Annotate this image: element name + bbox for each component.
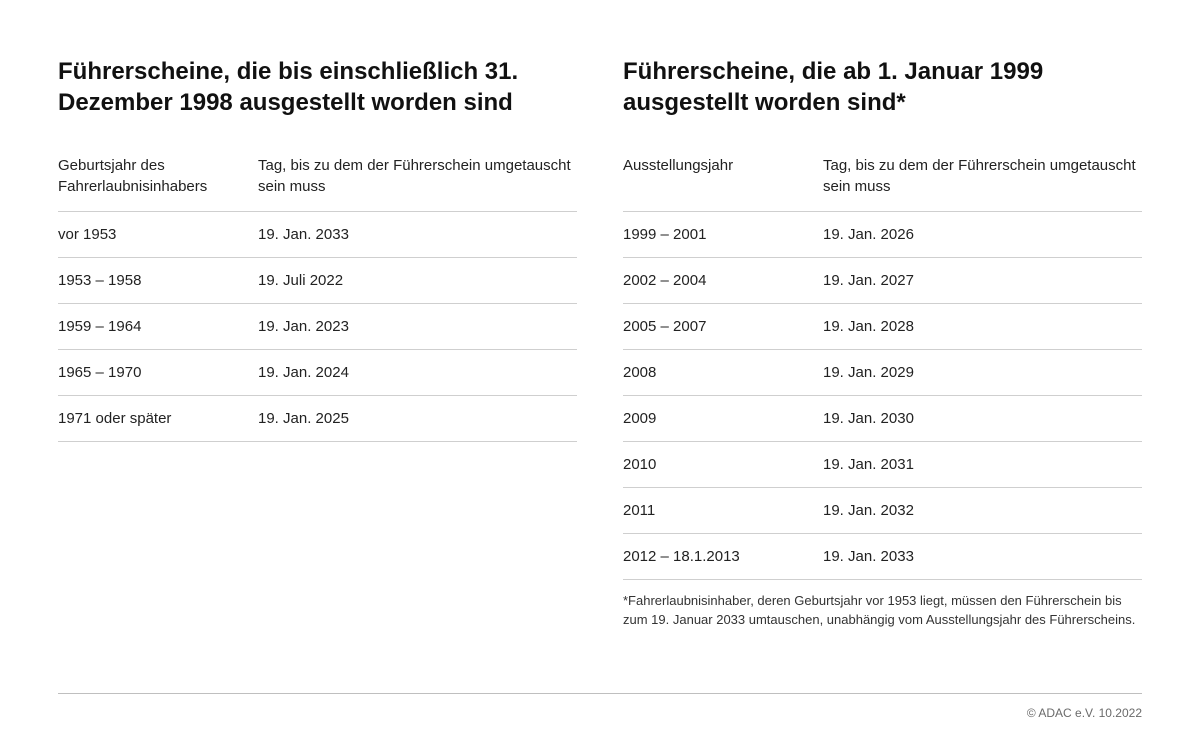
- table-row: 2008 19. Jan. 2029: [623, 350, 1142, 396]
- left-cell-b: 19. Juli 2022: [258, 272, 577, 289]
- table-row: 2011 19. Jan. 2032: [623, 488, 1142, 534]
- right-col-b-header: Tag, bis zu dem der Führerschein umgetau…: [823, 156, 1142, 197]
- copyright-text: © ADAC e.V. 10.2022: [1027, 706, 1142, 720]
- table-row: 1971 oder später 19. Jan. 2025: [58, 396, 577, 442]
- right-cell-b: 19. Jan. 2032: [823, 502, 1142, 519]
- right-cell-b: 19. Jan. 2029: [823, 364, 1142, 381]
- left-cell-a: 1959 – 1964: [58, 318, 258, 335]
- left-cell-b: 19. Jan. 2024: [258, 364, 577, 381]
- table-row: 2005 – 2007 19. Jan. 2028: [623, 304, 1142, 350]
- left-column: Führerscheine, die bis einschließlich 31…: [58, 56, 577, 630]
- left-col-a-header: Geburtsjahr des Fahrerlaubnisinhabers: [58, 156, 258, 197]
- right-cell-b: 19. Jan. 2026: [823, 226, 1142, 243]
- left-table-head: Geburtsjahr des Fahrerlaubnisinhabers Ta…: [58, 156, 577, 212]
- table-row: 2002 – 2004 19. Jan. 2027: [623, 258, 1142, 304]
- right-cell-a: 1999 – 2001: [623, 226, 823, 243]
- right-cell-b: 19. Jan. 2033: [823, 548, 1142, 565]
- right-cell-a: 2002 – 2004: [623, 272, 823, 289]
- table-row: 2012 – 18.1.2013 19. Jan. 2033: [623, 534, 1142, 580]
- right-cell-b: 19. Jan. 2028: [823, 318, 1142, 335]
- right-cell-a: 2005 – 2007: [623, 318, 823, 335]
- right-col-a-header: Ausstellungsjahr: [623, 156, 823, 197]
- left-cell-a: 1965 – 1970: [58, 364, 258, 381]
- left-cell-b: 19. Jan. 2025: [258, 410, 577, 427]
- table-row: 2009 19. Jan. 2030: [623, 396, 1142, 442]
- left-title: Führerscheine, die bis einschließlich 31…: [58, 56, 577, 118]
- table-row: 1953 – 1958 19. Juli 2022: [58, 258, 577, 304]
- left-cell-a: 1971 oder später: [58, 410, 258, 427]
- left-cell-a: vor 1953: [58, 226, 258, 243]
- right-cell-a: 2008: [623, 364, 823, 381]
- right-column: Führerscheine, die ab 1. Januar 1999 aus…: [623, 56, 1142, 630]
- left-col-b-header: Tag, bis zu dem der Führerschein umgetau…: [258, 156, 577, 197]
- left-cell-b: 19. Jan. 2033: [258, 226, 577, 243]
- right-cell-a: 2009: [623, 410, 823, 427]
- right-cell-b: 19. Jan. 2027: [823, 272, 1142, 289]
- right-cell-a: 2010: [623, 456, 823, 473]
- bottom-rule: [58, 693, 1142, 694]
- table-row: vor 1953 19. Jan. 2033: [58, 212, 577, 258]
- table-row: 1959 – 1964 19. Jan. 2023: [58, 304, 577, 350]
- right-cell-b: 19. Jan. 2030: [823, 410, 1142, 427]
- table-row: 2010 19. Jan. 2031: [623, 442, 1142, 488]
- right-footnote: *Fahrerlaubnisinhaber, deren Geburtsjahr…: [623, 592, 1142, 630]
- table-row: 1965 – 1970 19. Jan. 2024: [58, 350, 577, 396]
- columns-container: Führerscheine, die bis einschließlich 31…: [58, 56, 1142, 630]
- table-row: 1999 – 2001 19. Jan. 2026: [623, 212, 1142, 258]
- right-cell-b: 19. Jan. 2031: [823, 456, 1142, 473]
- right-cell-a: 2011: [623, 502, 823, 519]
- right-title: Führerscheine, die ab 1. Januar 1999 aus…: [623, 56, 1142, 118]
- right-cell-a: 2012 – 18.1.2013: [623, 548, 823, 565]
- right-table-head: Ausstellungsjahr Tag, bis zu dem der Füh…: [623, 156, 1142, 212]
- left-cell-a: 1953 – 1958: [58, 272, 258, 289]
- left-cell-b: 19. Jan. 2023: [258, 318, 577, 335]
